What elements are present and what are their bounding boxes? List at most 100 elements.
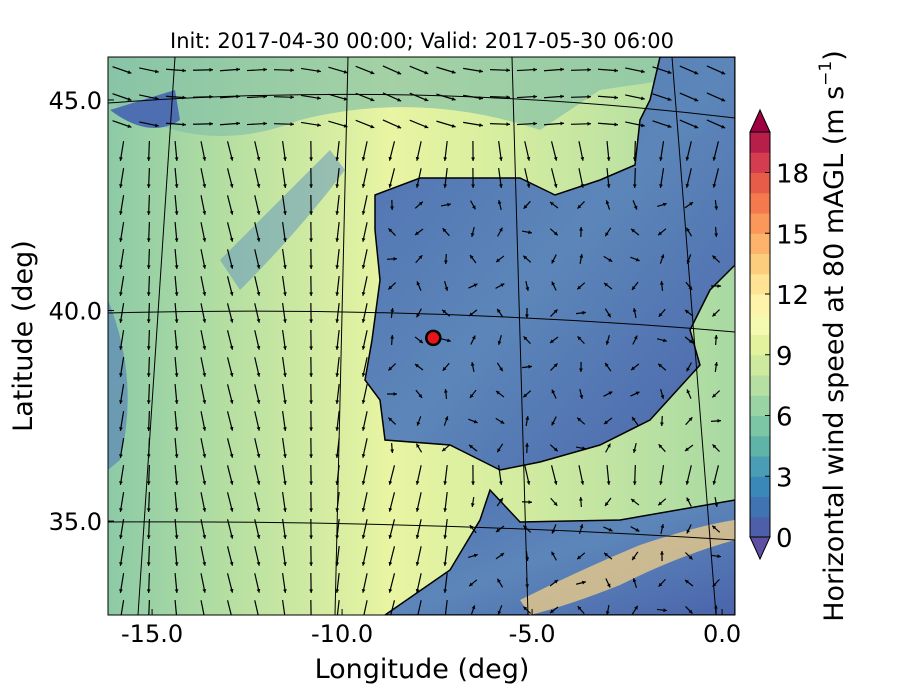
wind-arrow-head xyxy=(553,156,558,161)
wind-arrows xyxy=(112,65,726,620)
wind-arrow-head xyxy=(605,200,610,205)
wind-arrow-head xyxy=(528,230,532,235)
wind-arrow-head xyxy=(443,389,448,393)
wind-arrow-head xyxy=(335,265,340,269)
wind-arrow-head xyxy=(605,611,610,615)
wind-arrow-head xyxy=(498,184,503,188)
wind-arrow-head xyxy=(335,589,340,593)
wind-arrow-head xyxy=(658,312,663,317)
wind-arrow-head xyxy=(335,508,340,512)
graticule-line xyxy=(671,57,717,615)
wind-arrow-head xyxy=(361,318,366,323)
wind-arrow-head xyxy=(658,582,663,587)
wind-arrow-head xyxy=(581,580,586,585)
graticule-line xyxy=(108,521,735,541)
wind-arrow-head xyxy=(335,454,340,458)
wind-arrow-head xyxy=(309,238,314,242)
wind-arrow-head xyxy=(146,346,151,350)
wind-arrow-head xyxy=(444,286,449,291)
wind-arrow-head xyxy=(317,69,321,73)
colorbar-segment xyxy=(750,334,770,356)
wind-arrow-head xyxy=(202,480,207,485)
wind-arrow-head xyxy=(390,335,395,339)
wind-arrow-head xyxy=(283,535,287,539)
wind-arrow-head xyxy=(631,498,635,503)
wind-arrow-head xyxy=(471,157,475,161)
colorbar-label: Horizontal wind speed at 80 mAGL (m s−1) xyxy=(816,50,850,622)
wind-arrow-head xyxy=(688,285,693,290)
wind-arrow-head xyxy=(146,535,151,539)
wind-arrow-head xyxy=(418,255,423,260)
wind-arrow-head xyxy=(146,292,151,296)
wind-arrow-head xyxy=(283,238,287,242)
wind-arrow-head xyxy=(686,367,690,372)
colorbar-segment xyxy=(750,233,770,254)
wind-arrow-head xyxy=(553,480,558,485)
wind-arrow-head xyxy=(605,362,609,367)
wind-arrow-head xyxy=(335,292,340,296)
wind-arrow xyxy=(174,599,178,615)
wind-arrow-head xyxy=(309,157,314,161)
wind-arrow-head xyxy=(361,507,366,512)
wind-arrow-head xyxy=(119,508,123,512)
wind-arrow-head xyxy=(202,156,207,161)
wind-arrow-head xyxy=(209,121,213,126)
graticule-line xyxy=(334,57,349,615)
wind-arrow-head xyxy=(256,372,261,377)
wind-arrow-head xyxy=(361,588,366,593)
x-tick-label: 0.0 xyxy=(703,620,741,648)
wind-arrow-head xyxy=(174,373,179,377)
wind-arrow-head xyxy=(202,453,207,458)
wind-arrow-head xyxy=(605,340,610,345)
wind-arrow-head xyxy=(528,364,532,369)
wind-arrow-head xyxy=(283,562,287,566)
wind-arrow-head xyxy=(361,183,366,188)
wind-arrow-head xyxy=(256,588,261,593)
wind-arrow-head xyxy=(146,454,151,458)
wind-arrow-head xyxy=(230,616,234,620)
wind-arrow-head xyxy=(442,228,447,233)
wind-arrow-head xyxy=(469,582,474,587)
colorbar-segment xyxy=(750,314,770,335)
wind-arrow-head xyxy=(605,232,609,237)
wind-arrow-head xyxy=(473,283,478,288)
wind-arrow-head xyxy=(174,292,179,296)
wind-arrow-head xyxy=(146,319,151,323)
calm-area xyxy=(108,300,128,470)
wind-arrow-head xyxy=(717,284,721,288)
wind-arrow-head xyxy=(469,525,474,530)
wind-arrow-head xyxy=(256,210,261,215)
wind-arrow-head xyxy=(442,366,447,371)
wind-arrow-head xyxy=(174,427,179,431)
wind-arrow-head xyxy=(506,122,510,127)
wind-arrow-head xyxy=(582,310,586,315)
wind-arrow-head xyxy=(174,535,179,539)
wind-arrow-head xyxy=(608,258,613,262)
wind-arrow-head xyxy=(335,373,340,377)
wind-arrow-head xyxy=(608,527,613,532)
wind-arrow-head xyxy=(397,124,402,129)
wind-arrow-head xyxy=(473,419,478,424)
x-tick-label: -15.0 xyxy=(121,620,183,648)
wind-arrow-head xyxy=(229,453,234,458)
wind-arrow-head xyxy=(154,96,159,101)
wind-arrow-head xyxy=(174,157,179,161)
wind-arrow-head xyxy=(660,422,664,426)
wind-arrow-head xyxy=(688,609,693,614)
wind-arrow-head xyxy=(202,345,207,350)
wind-arrow-head xyxy=(496,528,500,533)
wind-arrow-head xyxy=(443,616,447,620)
wind-arrow-head xyxy=(721,97,726,102)
x-axis-label: Longitude (deg) xyxy=(315,654,530,685)
wind-arrow-head xyxy=(606,583,611,588)
wind-arrow-head xyxy=(424,97,429,102)
wind-arrow-head xyxy=(283,508,287,512)
wind-arrow-head xyxy=(256,453,261,458)
wind-arrow-head xyxy=(174,454,179,458)
wind-arrow-head xyxy=(154,123,159,128)
wind-arrow-head xyxy=(309,508,314,512)
wind-arrow-head xyxy=(174,562,179,566)
wind-arrow-head xyxy=(580,480,585,485)
wind-arrow-head xyxy=(479,96,483,100)
wind-arrow-head xyxy=(560,94,564,99)
